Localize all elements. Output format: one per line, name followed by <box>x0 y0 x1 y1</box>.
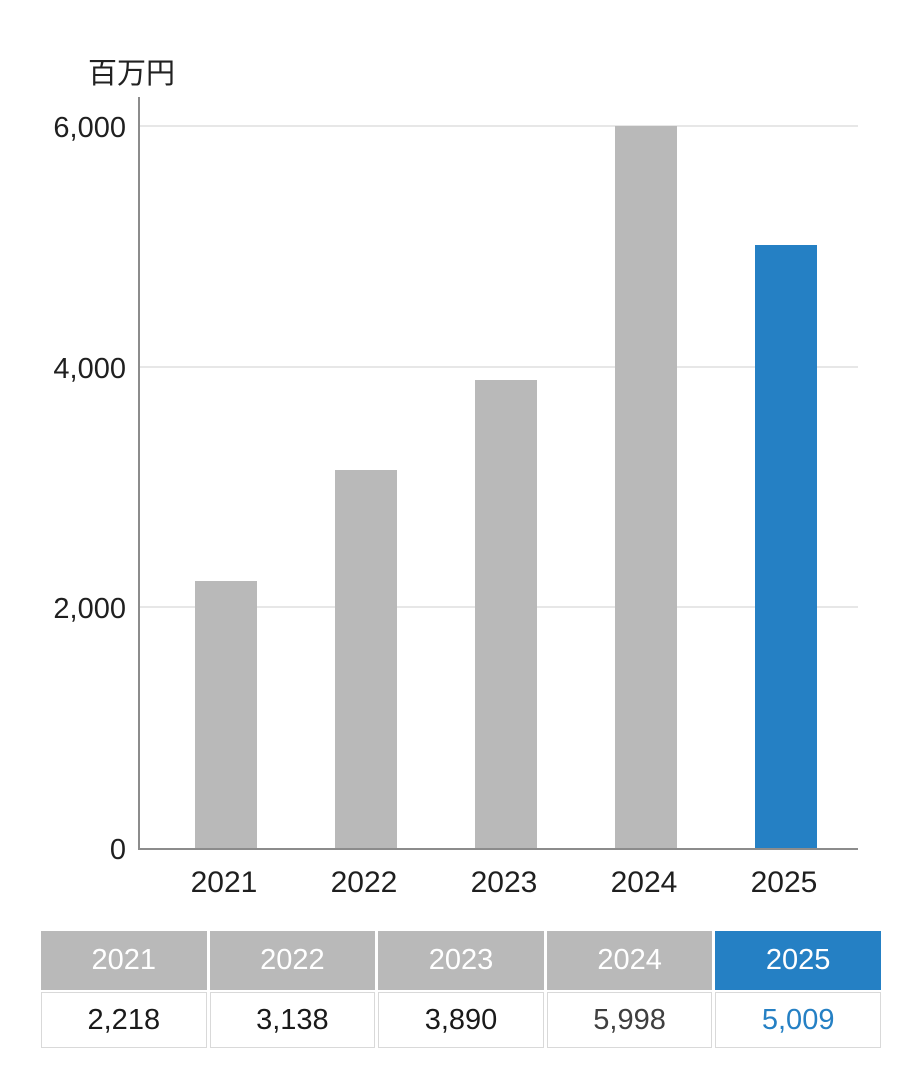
table-header-cell: 2023 <box>378 931 544 990</box>
y-tick-label: 0 <box>109 834 126 866</box>
y-tick-label: 2,000 <box>53 593 126 626</box>
table-column-2025: 2025 5,009 <box>715 931 881 1048</box>
table-value-cell: 2,218 <box>41 992 207 1048</box>
y-axis-unit-label: 百万円 <box>88 58 176 90</box>
bar-2022 <box>335 470 397 848</box>
table-header-cell: 2025 <box>715 931 881 990</box>
bar-2021 <box>195 581 257 848</box>
x-tick-label: 2024 <box>610 866 678 899</box>
table-column-2021: 2021 2,218 <box>41 931 207 1048</box>
x-tick-label: 2023 <box>470 866 538 899</box>
bar-2025 <box>755 245 817 848</box>
plot-area <box>138 97 858 850</box>
x-tick-label: 2022 <box>330 866 398 899</box>
table-value-cell: 3,138 <box>209 992 376 1048</box>
x-tick-label: 2025 <box>750 866 818 899</box>
y-tick-label: 4,000 <box>53 352 126 385</box>
gridline <box>140 365 858 368</box>
table-value-cell: 5,998 <box>546 992 713 1048</box>
gridline <box>140 125 858 127</box>
table-header-cell: 2022 <box>209 931 376 990</box>
y-tick-label: 6,000 <box>53 112 126 144</box>
table-header-cell: 2021 <box>41 931 207 990</box>
table-column-2024: 2024 5,998 <box>546 931 713 1048</box>
table-header-cell: 2024 <box>546 931 713 990</box>
table-column-2022: 2022 3,138 <box>209 931 376 1048</box>
data-table: 2021 2,218 2022 3,138 2023 3,890 2024 5,998 2025… <box>41 931 881 1048</box>
bar-2023 <box>475 380 537 848</box>
x-tick-label: 2021 <box>190 866 258 899</box>
table-value-cell: 5,009 <box>715 992 881 1048</box>
table-value-cell: 3,890 <box>378 992 544 1048</box>
bar-2024 <box>615 126 677 848</box>
table-column-2023: 2023 3,890 <box>378 931 544 1048</box>
